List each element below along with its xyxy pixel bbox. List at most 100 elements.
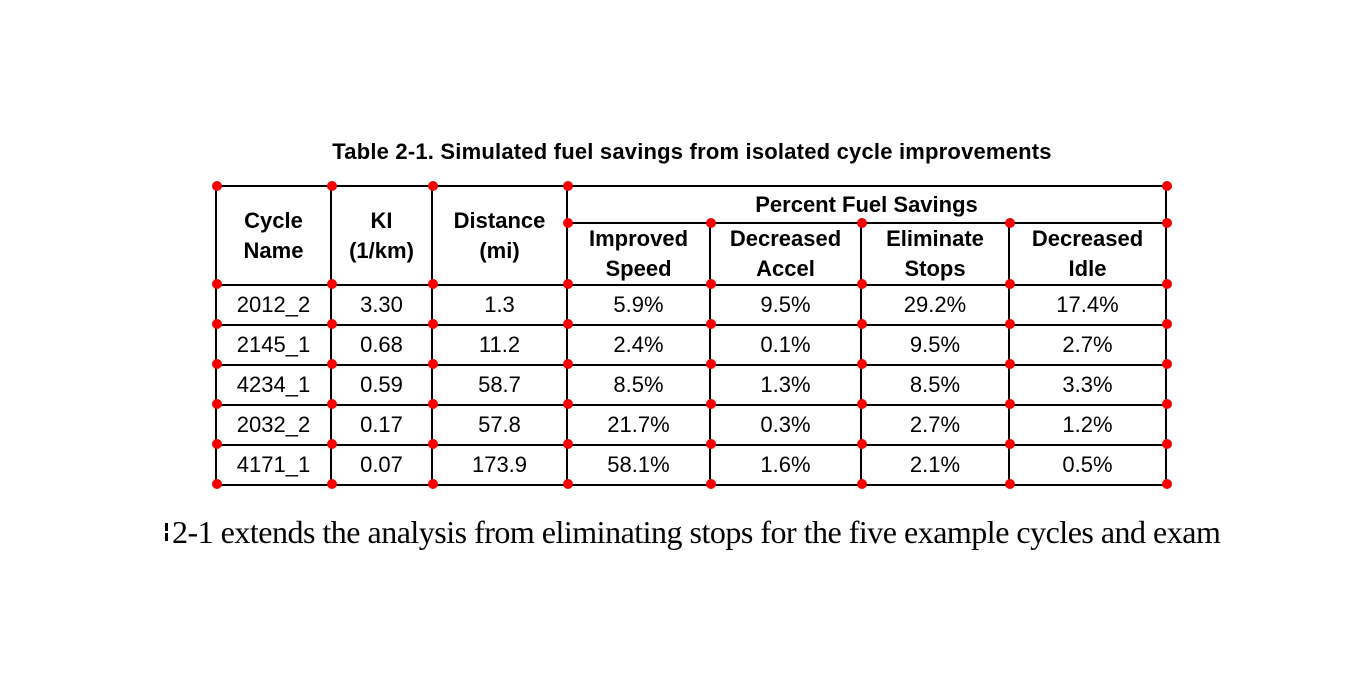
header-cell-eliminate-stops: Eliminate Stops bbox=[860, 222, 1010, 286]
cell-vertex-marker[interactable] bbox=[327, 399, 337, 409]
cell-vertex-marker[interactable] bbox=[1162, 181, 1172, 191]
cell-vertex-marker[interactable] bbox=[428, 319, 438, 329]
cell-vertex-marker[interactable] bbox=[1005, 279, 1015, 289]
cell-cycle-name: 4171_1 bbox=[215, 444, 332, 486]
cell-vertex-marker[interactable] bbox=[706, 439, 716, 449]
cell-vertex-marker[interactable] bbox=[212, 479, 222, 489]
cell-cycle-name: 2012_2 bbox=[215, 284, 332, 326]
table-row: 4234_1 0.59 58.7 8.5% 1.3% 8.5% 3.3% bbox=[215, 364, 1167, 406]
header-line: Speed bbox=[605, 256, 672, 281]
cell-vertex-marker[interactable] bbox=[1005, 359, 1015, 369]
cell-decreased-accel: 0.1% bbox=[709, 324, 862, 366]
cell-vertex-marker[interactable] bbox=[857, 319, 867, 329]
cell-vertex-marker[interactable] bbox=[706, 319, 716, 329]
header-cell-decreased-idle: Decreased Idle bbox=[1008, 222, 1167, 286]
cell-vertex-marker[interactable] bbox=[563, 319, 573, 329]
cell-ki: 0.68 bbox=[330, 324, 433, 366]
cell-vertex-marker[interactable] bbox=[706, 479, 716, 489]
cell-vertex-marker[interactable] bbox=[212, 359, 222, 369]
cell-improved-speed: 2.4% bbox=[566, 324, 711, 366]
cell-vertex-marker[interactable] bbox=[428, 439, 438, 449]
cell-decreased-accel: 9.5% bbox=[709, 284, 862, 326]
header-cell-ki: KI (1/km) bbox=[330, 185, 433, 286]
cell-vertex-marker[interactable] bbox=[212, 279, 222, 289]
cell-vertex-marker[interactable] bbox=[327, 319, 337, 329]
cell-vertex-marker[interactable] bbox=[1162, 399, 1172, 409]
cell-vertex-marker[interactable] bbox=[1005, 479, 1015, 489]
fuel-savings-table: Cycle Name KI (1/km) Distance (mi) Perce… bbox=[215, 185, 1167, 486]
cell-decreased-accel: 0.3% bbox=[709, 404, 862, 446]
table-row: 2145_1 0.68 11.2 2.4% 0.1% 9.5% 2.7% bbox=[215, 324, 1167, 366]
cell-vertex-marker[interactable] bbox=[428, 399, 438, 409]
cell-vertex-marker[interactable] bbox=[1162, 479, 1172, 489]
cell-vertex-marker[interactable] bbox=[1005, 399, 1015, 409]
cell-vertex-marker[interactable] bbox=[563, 181, 573, 191]
cell-vertex-marker[interactable] bbox=[1005, 319, 1015, 329]
cell-vertex-marker[interactable] bbox=[428, 181, 438, 191]
cell-vertex-marker[interactable] bbox=[212, 439, 222, 449]
cell-vertex-marker[interactable] bbox=[706, 218, 716, 228]
cell-decreased-idle: 0.5% bbox=[1008, 444, 1167, 486]
cell-vertex-marker[interactable] bbox=[857, 439, 867, 449]
cell-vertex-marker[interactable] bbox=[327, 279, 337, 289]
header-line: Idle bbox=[1068, 256, 1107, 281]
cell-vertex-marker[interactable] bbox=[563, 399, 573, 409]
cell-vertex-marker[interactable] bbox=[706, 399, 716, 409]
cell-vertex-marker[interactable] bbox=[1005, 439, 1015, 449]
cell-distance: 173.9 bbox=[431, 444, 568, 486]
cell-vertex-marker[interactable] bbox=[857, 399, 867, 409]
cell-vertex-marker[interactable] bbox=[706, 359, 716, 369]
cell-vertex-marker[interactable] bbox=[327, 439, 337, 449]
cell-vertex-marker[interactable] bbox=[563, 218, 573, 228]
header-cell-decreased-accel: Decreased Accel bbox=[709, 222, 862, 286]
cell-vertex-marker[interactable] bbox=[857, 279, 867, 289]
header-line: Cycle bbox=[244, 207, 303, 233]
header-line: Accel bbox=[756, 256, 815, 281]
cell-eliminate-stops: 9.5% bbox=[860, 324, 1010, 366]
cell-vertex-marker[interactable] bbox=[563, 479, 573, 489]
cell-vertex-marker[interactable] bbox=[212, 399, 222, 409]
cell-vertex-marker[interactable] bbox=[563, 439, 573, 449]
cell-vertex-marker[interactable] bbox=[428, 479, 438, 489]
cell-vertex-marker[interactable] bbox=[212, 181, 222, 191]
cell-vertex-marker[interactable] bbox=[212, 319, 222, 329]
cell-distance: 1.3 bbox=[431, 284, 568, 326]
header-cell-cycle-name: Cycle Name bbox=[215, 185, 332, 286]
body-paragraph: 2-1 extends the analysis from eliminatin… bbox=[172, 513, 1366, 551]
header-line: Improved bbox=[588, 226, 689, 251]
header-line: Decreased bbox=[729, 226, 842, 251]
cell-vertex-marker[interactable] bbox=[1162, 359, 1172, 369]
cell-eliminate-stops: 2.7% bbox=[860, 404, 1010, 446]
cell-distance: 57.8 bbox=[431, 404, 568, 446]
cell-decreased-idle: 3.3% bbox=[1008, 364, 1167, 406]
cell-vertex-marker[interactable] bbox=[857, 218, 867, 228]
cell-eliminate-stops: 29.2% bbox=[860, 284, 1010, 326]
cell-vertex-marker[interactable] bbox=[428, 279, 438, 289]
cell-distance: 11.2 bbox=[431, 324, 568, 366]
cell-eliminate-stops: 8.5% bbox=[860, 364, 1010, 406]
cell-vertex-marker[interactable] bbox=[563, 279, 573, 289]
body-text: 2-1 extends the analysis from eliminatin… bbox=[172, 514, 1221, 550]
cell-vertex-marker[interactable] bbox=[1162, 218, 1172, 228]
header-line: (mi) bbox=[479, 237, 520, 263]
header-cell-improved-speed: Improved Speed bbox=[566, 222, 711, 286]
header-line: Name bbox=[243, 237, 304, 263]
clipped-letter-fragment bbox=[165, 533, 168, 541]
cell-vertex-marker[interactable] bbox=[706, 279, 716, 289]
cell-vertex-marker[interactable] bbox=[1162, 319, 1172, 329]
cell-vertex-marker[interactable] bbox=[1162, 279, 1172, 289]
cell-vertex-marker[interactable] bbox=[563, 359, 573, 369]
cell-ki: 3.30 bbox=[330, 284, 433, 326]
cell-vertex-marker[interactable] bbox=[857, 479, 867, 489]
cell-vertex-marker[interactable] bbox=[327, 359, 337, 369]
table-title: Table 2-1. Simulated fuel savings from i… bbox=[332, 139, 1052, 164]
cell-vertex-marker[interactable] bbox=[327, 181, 337, 191]
cell-ki: 0.59 bbox=[330, 364, 433, 406]
cell-vertex-marker[interactable] bbox=[1162, 439, 1172, 449]
header-line: KI bbox=[370, 207, 393, 233]
cell-vertex-marker[interactable] bbox=[428, 359, 438, 369]
cell-vertex-marker[interactable] bbox=[327, 479, 337, 489]
header-row-sub: Improved Speed Decreased Accel Eliminate… bbox=[216, 222, 1167, 286]
cell-vertex-marker[interactable] bbox=[857, 359, 867, 369]
cell-vertex-marker[interactable] bbox=[1005, 218, 1015, 228]
